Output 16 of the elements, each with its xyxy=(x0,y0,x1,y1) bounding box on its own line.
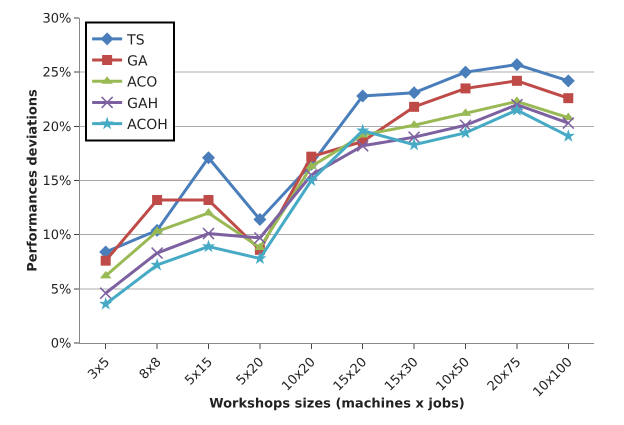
x-axis-title: Workshops sizes (machines x jobs) xyxy=(209,396,465,412)
legend-label: ACO xyxy=(127,74,158,91)
legend-label: GA xyxy=(127,54,148,70)
x-tick-label: 3x5 xyxy=(85,354,114,383)
legend-label: GAH xyxy=(127,96,158,112)
y-tick-label: 25% xyxy=(42,66,72,81)
y-axis-title: Performances deviations xyxy=(25,88,40,272)
y-tick-label: 0% xyxy=(50,336,72,352)
y-tick-label: 30% xyxy=(42,12,72,27)
y-tick-label: 5% xyxy=(50,282,72,298)
y-tick-label: 10% xyxy=(42,228,72,244)
x-tick-label: 8x8 xyxy=(136,354,165,383)
y-tick-label: 15% xyxy=(42,174,72,190)
legend-label: ACOH xyxy=(127,117,168,134)
y-tick-label: 20% xyxy=(42,120,72,135)
legend-label: TS xyxy=(126,32,145,48)
